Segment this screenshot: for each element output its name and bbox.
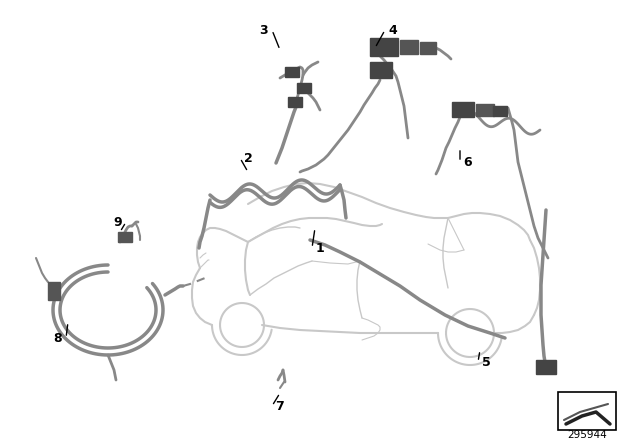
Text: 7: 7	[276, 400, 284, 413]
Bar	[452, 102, 474, 117]
Bar	[285, 67, 299, 77]
Bar	[370, 62, 392, 78]
Bar	[288, 97, 302, 107]
Text: 5: 5	[482, 356, 490, 369]
Text: 9: 9	[114, 215, 122, 228]
Text: 3: 3	[260, 23, 268, 36]
Text: 6: 6	[464, 155, 472, 168]
Text: 2: 2	[244, 151, 252, 164]
Text: 8: 8	[54, 332, 62, 345]
Bar	[370, 38, 398, 56]
Bar	[420, 42, 436, 54]
Bar	[558, 392, 616, 430]
Bar	[493, 106, 507, 116]
Text: 4: 4	[388, 23, 397, 36]
Text: 1: 1	[316, 241, 324, 254]
Bar	[536, 360, 556, 374]
Text: 295944: 295944	[567, 430, 607, 440]
Bar	[297, 83, 311, 93]
Bar	[476, 104, 494, 116]
Bar	[400, 40, 418, 54]
Bar	[118, 232, 132, 242]
Bar	[48, 282, 60, 300]
